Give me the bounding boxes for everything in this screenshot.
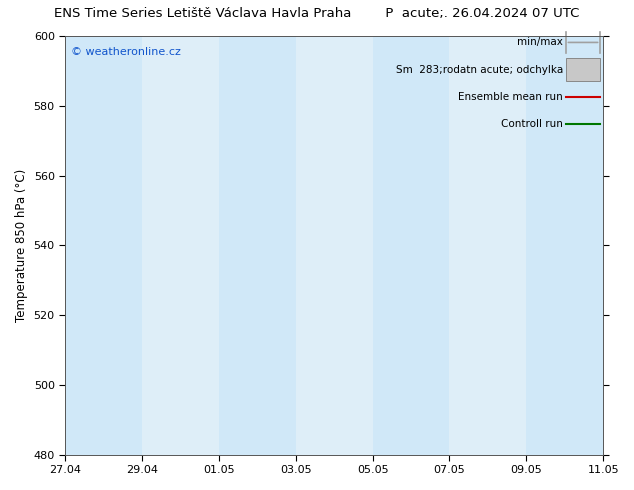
Bar [526, 36, 603, 455]
Text: min/max: min/max [517, 37, 563, 48]
Bar [219, 36, 296, 455]
Text: Controll run: Controll run [501, 119, 563, 129]
Bar [373, 36, 450, 455]
Text: Sm  283;rodatn acute; odchylka: Sm 283;rodatn acute; odchylka [396, 65, 563, 74]
FancyBboxPatch shape [566, 58, 600, 81]
Text: ENS Time Series Letiště Václava Havla Praha        P  acute;. 26.04.2024 07 UTC: ENS Time Series Letiště Václava Havla Pr… [55, 7, 579, 21]
Text: © weatheronline.cz: © weatheronline.cz [70, 47, 181, 57]
Y-axis label: Temperature 850 hPa (°C): Temperature 850 hPa (°C) [15, 169, 28, 322]
Text: Ensemble mean run: Ensemble mean run [458, 92, 563, 102]
Bar [65, 36, 142, 455]
